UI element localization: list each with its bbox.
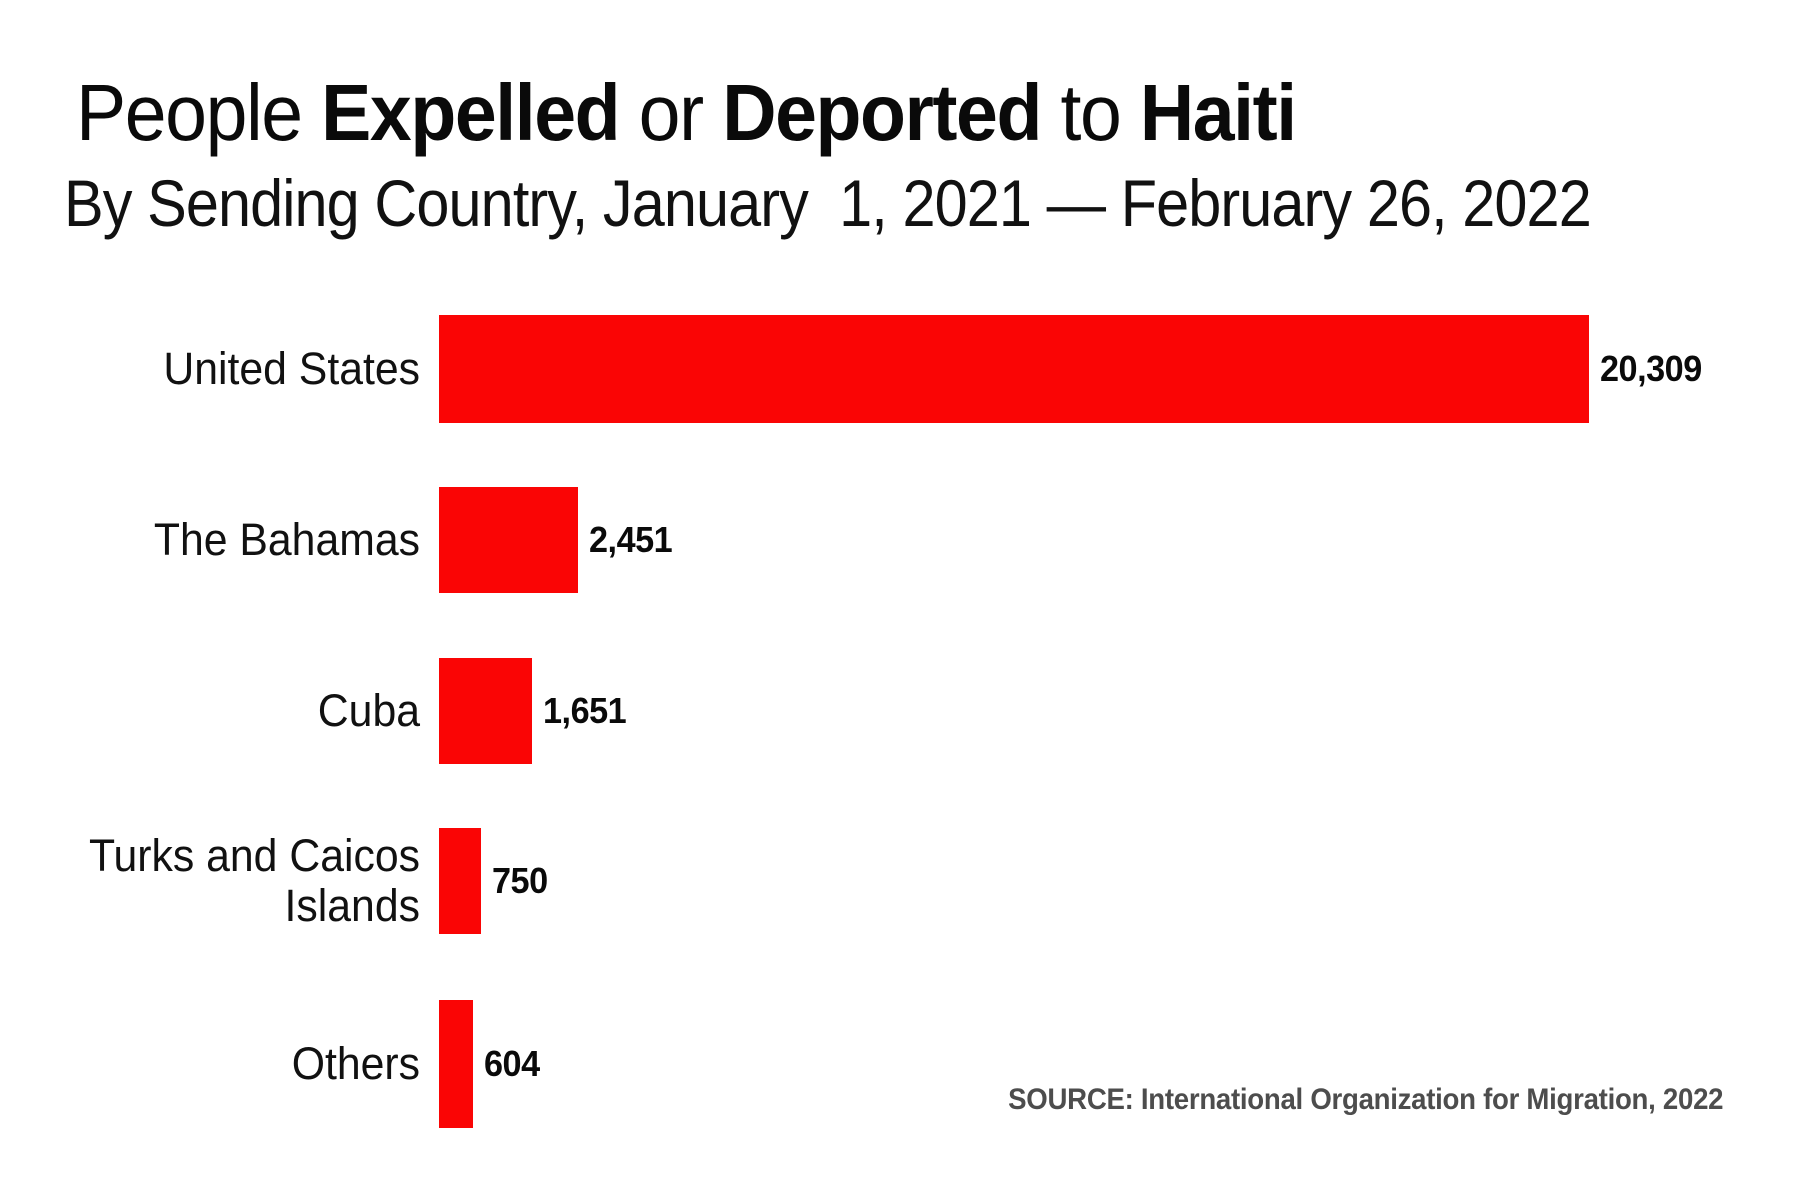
chart-title: People Expelled or Deported to Haiti xyxy=(76,73,1297,153)
category-label-the-bahamas: The Bahamas xyxy=(153,513,420,565)
title-text-bold-deported: Deported xyxy=(722,68,1042,157)
bar-others xyxy=(439,1000,473,1128)
bar-turks-and-caicos-islands xyxy=(439,828,481,934)
value-label-cuba: 1,651 xyxy=(543,690,627,731)
title-text-bold-expelled: Expelled xyxy=(321,68,620,157)
value-label-others: 604 xyxy=(484,1043,540,1084)
chart-subtitle: By Sending Country, January 1, 2021 — Fe… xyxy=(64,166,1592,240)
title-text: or xyxy=(619,68,723,157)
source-attribution: SOURCE: International Organization for M… xyxy=(1007,1083,1723,1116)
category-label-united-states: United States xyxy=(163,342,420,394)
bar-row-the-bahamas: The Bahamas 2,451 xyxy=(0,487,1800,593)
category-label-others: Others xyxy=(291,1037,420,1089)
value-label-turks-and-caicos-islands: 750 xyxy=(492,860,548,901)
bar-row-cuba: Cuba 1,651 xyxy=(0,658,1800,764)
bar-row-turks-and-caicos-islands: Turks and Caicos Islands 750 xyxy=(0,828,1800,934)
title-text-bold-haiti: Haiti xyxy=(1139,68,1297,157)
bar-cuba xyxy=(439,658,532,764)
bar-the-bahamas xyxy=(439,487,578,593)
title-text: to xyxy=(1040,68,1140,157)
value-label-united-states: 20,309 xyxy=(1600,348,1702,389)
bar-row-united-states: United States 20,309 xyxy=(0,315,1800,423)
value-label-the-bahamas: 2,451 xyxy=(589,519,673,560)
bar-united-states xyxy=(439,315,1589,423)
category-label-turks-and-caicos-islands: Turks and Caicos Islands xyxy=(88,829,420,931)
category-label-cuba: Cuba xyxy=(317,684,420,736)
title-text: People xyxy=(76,68,322,157)
bar-row-others: Others 604 xyxy=(0,1000,1800,1128)
